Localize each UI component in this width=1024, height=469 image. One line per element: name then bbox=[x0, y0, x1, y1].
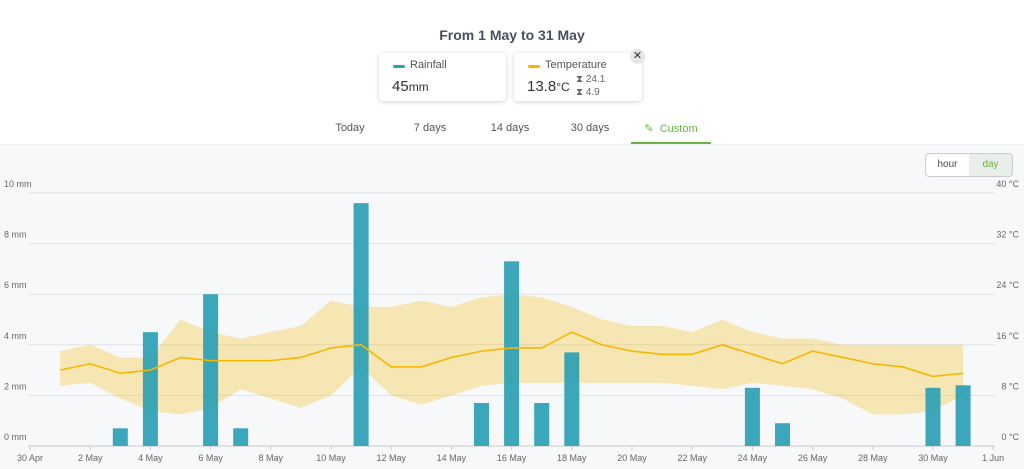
min-icon: ⧗ bbox=[576, 87, 584, 98]
y-left-tick-label: 8 mm bbox=[4, 230, 27, 240]
x-tick-label: 30 Apr bbox=[17, 453, 43, 463]
rainfall-bar bbox=[353, 203, 369, 446]
x-tick-label: 10 May bbox=[316, 453, 346, 463]
header-area: From 1 May to 31 May Rainfall 45mm Tempe… bbox=[0, 0, 1024, 144]
y-right-tick-label: 40 °C bbox=[996, 179, 1019, 189]
y-left-tick-label: 0 mm bbox=[4, 432, 27, 442]
y-left-tick-label: 2 mm bbox=[4, 381, 27, 391]
rainfall-bar bbox=[744, 387, 760, 446]
y-right-tick-label: 0 °C bbox=[1001, 432, 1019, 442]
rainfall-label: Rainfall bbox=[410, 59, 447, 71]
tab-custom[interactable]: ✎ Custom bbox=[631, 122, 711, 144]
x-tick-label: 2 May bbox=[78, 453, 103, 463]
x-tick-label: 28 May bbox=[858, 453, 888, 463]
rainfall-bar bbox=[112, 428, 128, 446]
rainfall-bar bbox=[564, 352, 580, 446]
rainfall-bar bbox=[955, 385, 971, 446]
temperature-max: 24.1 bbox=[585, 74, 606, 85]
x-tick-label: 4 May bbox=[138, 453, 163, 463]
x-tick-label: 22 May bbox=[677, 453, 707, 463]
y-right-tick-label: 8 °C bbox=[1001, 381, 1019, 391]
temperature-summary-card: Temperature 13.8°C ⧗ 24.1 ⧗ 4.9 bbox=[514, 53, 642, 101]
rainfall-bar bbox=[775, 423, 790, 446]
x-tick-label: 18 May bbox=[557, 453, 587, 463]
rainfall-legend-swatch bbox=[393, 65, 405, 68]
rainfall-bar bbox=[504, 261, 520, 446]
x-tick-label: 14 May bbox=[437, 453, 467, 463]
rainfall-bar bbox=[925, 387, 941, 446]
granularity-toggle: hour day bbox=[925, 153, 1013, 177]
x-tick-label: 1 Jun bbox=[982, 453, 1004, 463]
y-right-tick-label: 16 °C bbox=[996, 331, 1019, 341]
x-tick-label: 24 May bbox=[738, 453, 768, 463]
tab-7-days[interactable]: 7 days bbox=[413, 122, 447, 134]
x-tick-label: 20 May bbox=[617, 453, 647, 463]
rainfall-bar bbox=[142, 332, 158, 446]
y-left-tick-label: 10 mm bbox=[4, 179, 32, 189]
page-title: From 1 May to 31 May bbox=[439, 27, 585, 43]
tab-14-days[interactable]: 14 days bbox=[490, 122, 530, 134]
rainfall-summary-card: Rainfall 45mm bbox=[379, 53, 506, 101]
day-toggle-button[interactable]: day bbox=[969, 154, 1012, 176]
y-right-tick-label: 32 °C bbox=[996, 230, 1019, 240]
x-tick-label: 16 May bbox=[497, 453, 527, 463]
range-tabs: Today 7 days 14 days 30 days ✎ Custom bbox=[0, 122, 1024, 144]
rainfall-value: 45mm bbox=[392, 78, 429, 95]
rainfall-bar bbox=[534, 402, 550, 446]
temperature-legend-swatch bbox=[528, 65, 540, 68]
temperature-line bbox=[59, 331, 964, 378]
temperature-min: 4.9 bbox=[585, 87, 600, 98]
tab-30-days[interactable]: 30 days bbox=[570, 122, 610, 134]
temperature-value: 13.8°C bbox=[527, 78, 570, 95]
y-left-tick-label: 6 mm bbox=[4, 280, 27, 290]
max-icon: ⧗ bbox=[576, 74, 584, 85]
x-tick-label: 8 May bbox=[259, 453, 284, 463]
x-tick-label: 12 May bbox=[376, 453, 406, 463]
close-icon[interactable]: ✕ bbox=[630, 49, 645, 64]
pencil-icon: ✎ bbox=[644, 123, 654, 135]
rainfall-bar bbox=[474, 402, 489, 446]
x-tick-label: 6 May bbox=[198, 453, 223, 463]
rainfall-bar bbox=[203, 294, 219, 446]
temperature-label: Temperature bbox=[545, 59, 607, 71]
x-tick-label: 26 May bbox=[798, 453, 828, 463]
x-tick-label: 30 May bbox=[918, 453, 948, 463]
tab-today[interactable]: Today bbox=[335, 122, 365, 134]
y-left-tick-label: 4 mm bbox=[4, 331, 27, 341]
y-right-tick-label: 24 °C bbox=[996, 280, 1019, 290]
rainfall-bar bbox=[233, 428, 249, 446]
hour-toggle-button[interactable]: hour bbox=[937, 159, 958, 170]
temperature-minmax: ⧗ 24.1 ⧗ 4.9 bbox=[576, 73, 605, 99]
